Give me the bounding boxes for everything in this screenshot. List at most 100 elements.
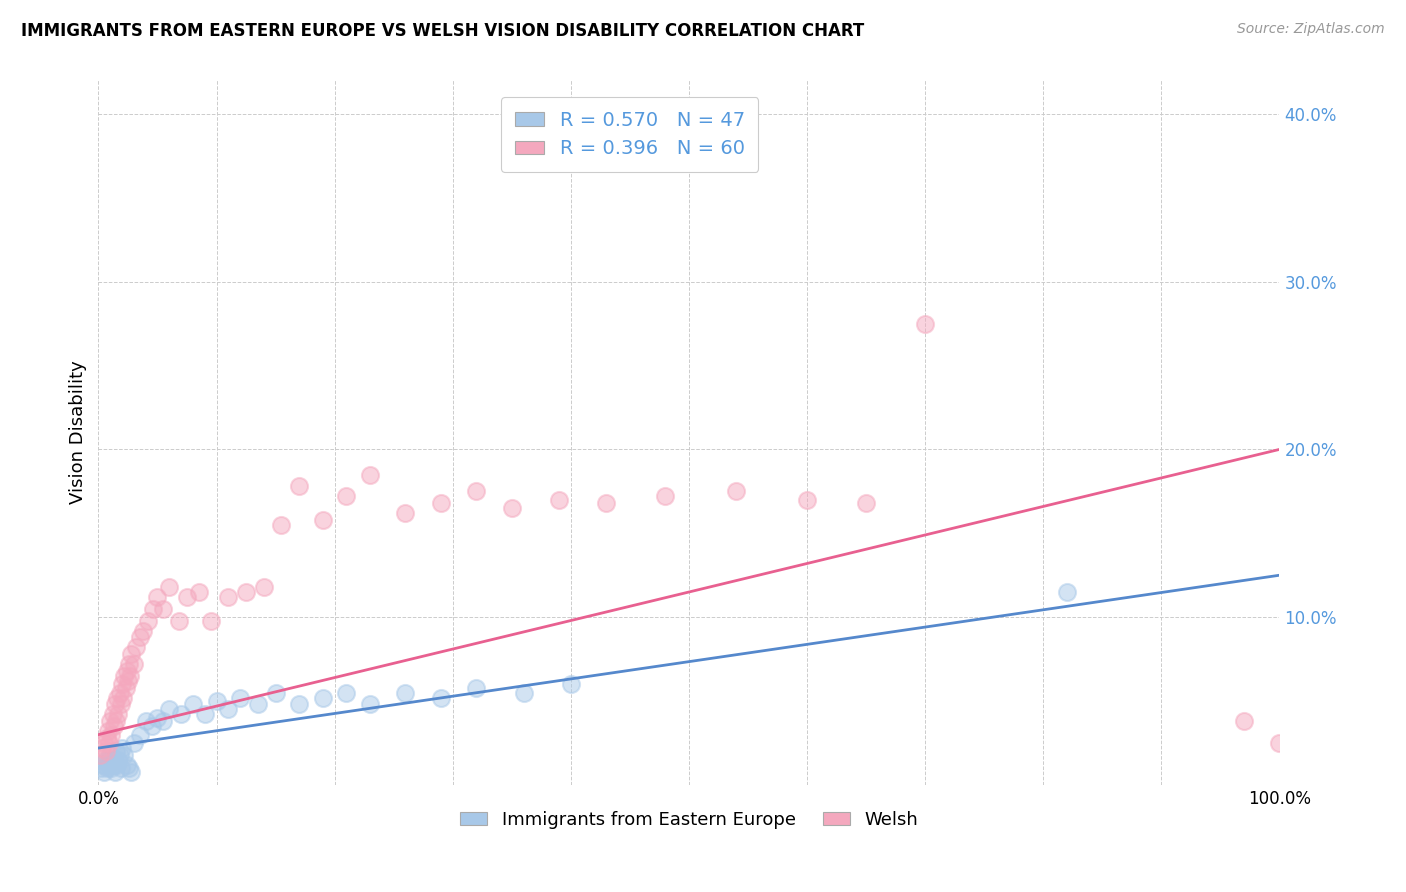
Point bbox=[112, 669, 135, 683]
Point bbox=[229, 690, 252, 705]
Point bbox=[93, 736, 115, 750]
Point bbox=[112, 747, 135, 762]
Legend: Immigrants from Eastern Europe, Welsh: Immigrants from Eastern Europe, Welsh bbox=[453, 804, 925, 836]
Point bbox=[111, 677, 134, 691]
Point bbox=[104, 698, 127, 712]
Point bbox=[132, 624, 155, 638]
Point bbox=[312, 513, 335, 527]
Point bbox=[108, 686, 131, 700]
Point bbox=[114, 681, 136, 695]
Point bbox=[654, 489, 676, 503]
Point bbox=[98, 714, 121, 729]
Point bbox=[181, 698, 204, 712]
Point bbox=[94, 744, 117, 758]
Point bbox=[118, 761, 141, 775]
Point bbox=[264, 686, 287, 700]
Point bbox=[465, 681, 488, 695]
Point bbox=[117, 673, 139, 688]
Point bbox=[359, 698, 381, 712]
Point bbox=[235, 585, 257, 599]
Point bbox=[501, 501, 523, 516]
Point bbox=[176, 590, 198, 604]
Point bbox=[125, 640, 148, 655]
Y-axis label: Vision Disability: Vision Disability bbox=[69, 360, 87, 505]
Point bbox=[194, 707, 217, 722]
Point bbox=[135, 714, 157, 729]
Point bbox=[91, 741, 114, 756]
Point bbox=[187, 585, 209, 599]
Point bbox=[107, 753, 129, 767]
Point bbox=[914, 317, 936, 331]
Point bbox=[205, 694, 228, 708]
Point bbox=[136, 614, 159, 628]
Point bbox=[217, 590, 239, 604]
Point bbox=[118, 657, 141, 672]
Point bbox=[94, 753, 117, 767]
Point bbox=[105, 744, 128, 758]
Point bbox=[122, 736, 145, 750]
Point bbox=[101, 757, 124, 772]
Point bbox=[90, 761, 112, 775]
Point bbox=[335, 686, 357, 700]
Point bbox=[152, 714, 174, 729]
Point bbox=[170, 707, 193, 722]
Point bbox=[115, 664, 138, 678]
Point bbox=[100, 728, 122, 742]
Point bbox=[246, 698, 269, 712]
Point bbox=[394, 506, 416, 520]
Point bbox=[98, 747, 121, 762]
Point bbox=[121, 764, 143, 779]
Point bbox=[112, 690, 135, 705]
Point bbox=[122, 657, 145, 672]
Point bbox=[146, 590, 169, 604]
Point bbox=[152, 602, 174, 616]
Point bbox=[107, 707, 129, 722]
Point bbox=[512, 686, 534, 700]
Point bbox=[96, 761, 118, 775]
Point bbox=[98, 753, 121, 767]
Point bbox=[725, 484, 748, 499]
Point bbox=[128, 728, 150, 742]
Point bbox=[796, 492, 818, 507]
Point bbox=[98, 736, 121, 750]
Text: Source: ZipAtlas.com: Source: ZipAtlas.com bbox=[1237, 22, 1385, 37]
Point bbox=[97, 724, 120, 739]
Point bbox=[288, 698, 311, 712]
Point bbox=[394, 686, 416, 700]
Point bbox=[105, 757, 128, 772]
Point bbox=[96, 731, 118, 745]
Point bbox=[595, 496, 617, 510]
Point bbox=[855, 496, 877, 510]
Point bbox=[91, 757, 114, 772]
Point bbox=[312, 690, 335, 705]
Point bbox=[104, 764, 127, 779]
Point bbox=[97, 757, 120, 772]
Point bbox=[465, 484, 488, 499]
Point bbox=[167, 614, 190, 628]
Point bbox=[1233, 714, 1256, 729]
Point bbox=[253, 580, 276, 594]
Point bbox=[142, 602, 165, 616]
Point bbox=[430, 690, 453, 705]
Point bbox=[103, 753, 125, 767]
Point bbox=[93, 764, 115, 779]
Point bbox=[110, 698, 132, 712]
Point bbox=[157, 580, 180, 594]
Point bbox=[335, 489, 357, 503]
Point bbox=[110, 761, 132, 775]
Point bbox=[101, 707, 124, 722]
Point bbox=[115, 757, 138, 772]
Point bbox=[430, 496, 453, 510]
Point bbox=[157, 702, 180, 716]
Text: IMMIGRANTS FROM EASTERN EUROPE VS WELSH VISION DISABILITY CORRELATION CHART: IMMIGRANTS FROM EASTERN EUROPE VS WELSH … bbox=[21, 22, 865, 40]
Point bbox=[270, 517, 292, 532]
Point bbox=[1056, 585, 1078, 599]
Point bbox=[103, 719, 125, 733]
Point bbox=[359, 467, 381, 482]
Point bbox=[89, 747, 111, 762]
Point bbox=[548, 492, 571, 507]
Point bbox=[141, 719, 163, 733]
Point bbox=[288, 479, 311, 493]
Point bbox=[200, 614, 222, 628]
Point bbox=[146, 711, 169, 725]
